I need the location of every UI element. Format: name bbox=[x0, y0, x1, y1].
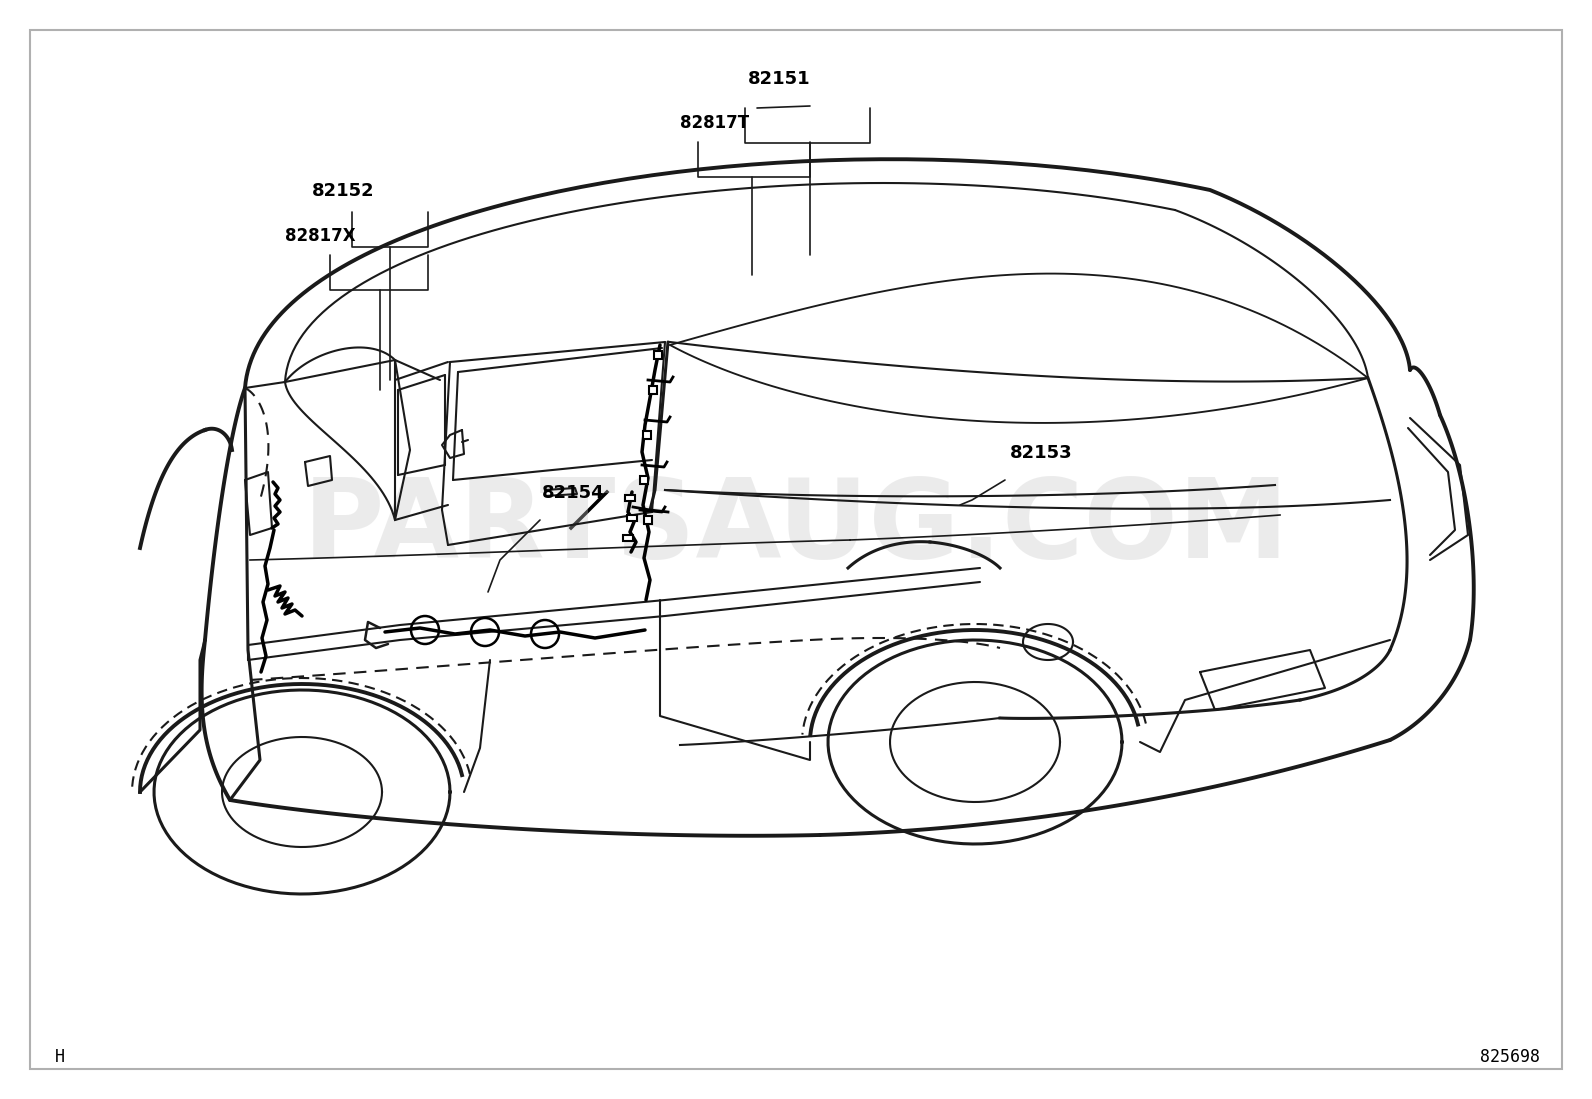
Text: 82154: 82154 bbox=[541, 484, 605, 502]
Text: PARTSAUG.COM: PARTSAUG.COM bbox=[302, 474, 1290, 581]
Text: 82151: 82151 bbox=[748, 70, 810, 88]
FancyBboxPatch shape bbox=[626, 495, 635, 501]
Text: 82817T: 82817T bbox=[680, 114, 750, 132]
FancyBboxPatch shape bbox=[654, 351, 662, 359]
Text: 82152: 82152 bbox=[312, 182, 374, 200]
Text: 82153: 82153 bbox=[1009, 444, 1073, 462]
FancyBboxPatch shape bbox=[627, 515, 637, 521]
Text: H: H bbox=[56, 1048, 65, 1066]
Text: 825698: 825698 bbox=[1481, 1048, 1539, 1066]
Text: 82817X: 82817X bbox=[285, 227, 355, 245]
FancyBboxPatch shape bbox=[643, 431, 651, 439]
FancyBboxPatch shape bbox=[650, 386, 657, 395]
FancyBboxPatch shape bbox=[622, 535, 634, 541]
FancyBboxPatch shape bbox=[645, 517, 653, 524]
FancyBboxPatch shape bbox=[640, 476, 648, 484]
